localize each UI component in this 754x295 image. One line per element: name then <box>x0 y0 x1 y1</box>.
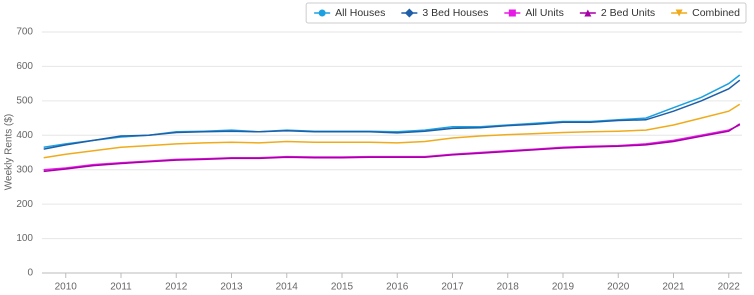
y-tick-label: 500 <box>16 95 33 106</box>
y-tick-label: 100 <box>16 233 33 244</box>
x-tick-label: 2013 <box>220 282 243 293</box>
legend-label: Combined <box>692 7 740 19</box>
series-line <box>43 74 741 149</box>
x-tick-label: 2021 <box>662 282 685 293</box>
y-tick-label: 700 <box>16 27 33 38</box>
legend: All Houses 3 Bed Houses All Units 2 Bed Uni… <box>305 2 747 24</box>
legend-marker <box>318 9 326 17</box>
x-tick-label: 2019 <box>552 282 575 293</box>
y-tick-label: 0 <box>27 268 33 279</box>
legend-label: 3 Bed Houses <box>422 7 488 19</box>
legend-box <box>305 2 747 24</box>
x-tick-label: 2016 <box>386 282 409 293</box>
x-tick-label: 2014 <box>276 282 299 293</box>
x-tick-label: 2017 <box>441 282 464 293</box>
legend-label: All Houses <box>335 7 385 19</box>
legend-marker <box>508 9 516 17</box>
legend-label: All Units <box>525 7 564 19</box>
x-tick-label: 2012 <box>165 282 188 293</box>
x-tick-label: 2018 <box>497 282 520 293</box>
x-tick-label: 2022 <box>718 282 741 293</box>
legend-marker <box>404 8 414 18</box>
series-line <box>43 79 741 150</box>
y-tick-label: 600 <box>16 61 33 72</box>
series-line <box>43 123 741 173</box>
y-tick-label: 300 <box>16 164 33 175</box>
legend-marker <box>675 9 683 17</box>
x-tick-label: 2010 <box>55 282 78 293</box>
x-tick-label: 2015 <box>331 282 354 293</box>
y-tick-label: 200 <box>16 199 33 210</box>
series-line <box>43 103 741 159</box>
legend-label: 2 Bed Units <box>601 7 655 19</box>
y-tick-label: 400 <box>16 130 33 141</box>
y-axis-title: Weekly Rents ($) <box>4 114 15 191</box>
legend-marker <box>584 9 592 17</box>
x-tick-label: 2020 <box>607 282 630 293</box>
x-tick-label: 2011 <box>110 282 132 293</box>
